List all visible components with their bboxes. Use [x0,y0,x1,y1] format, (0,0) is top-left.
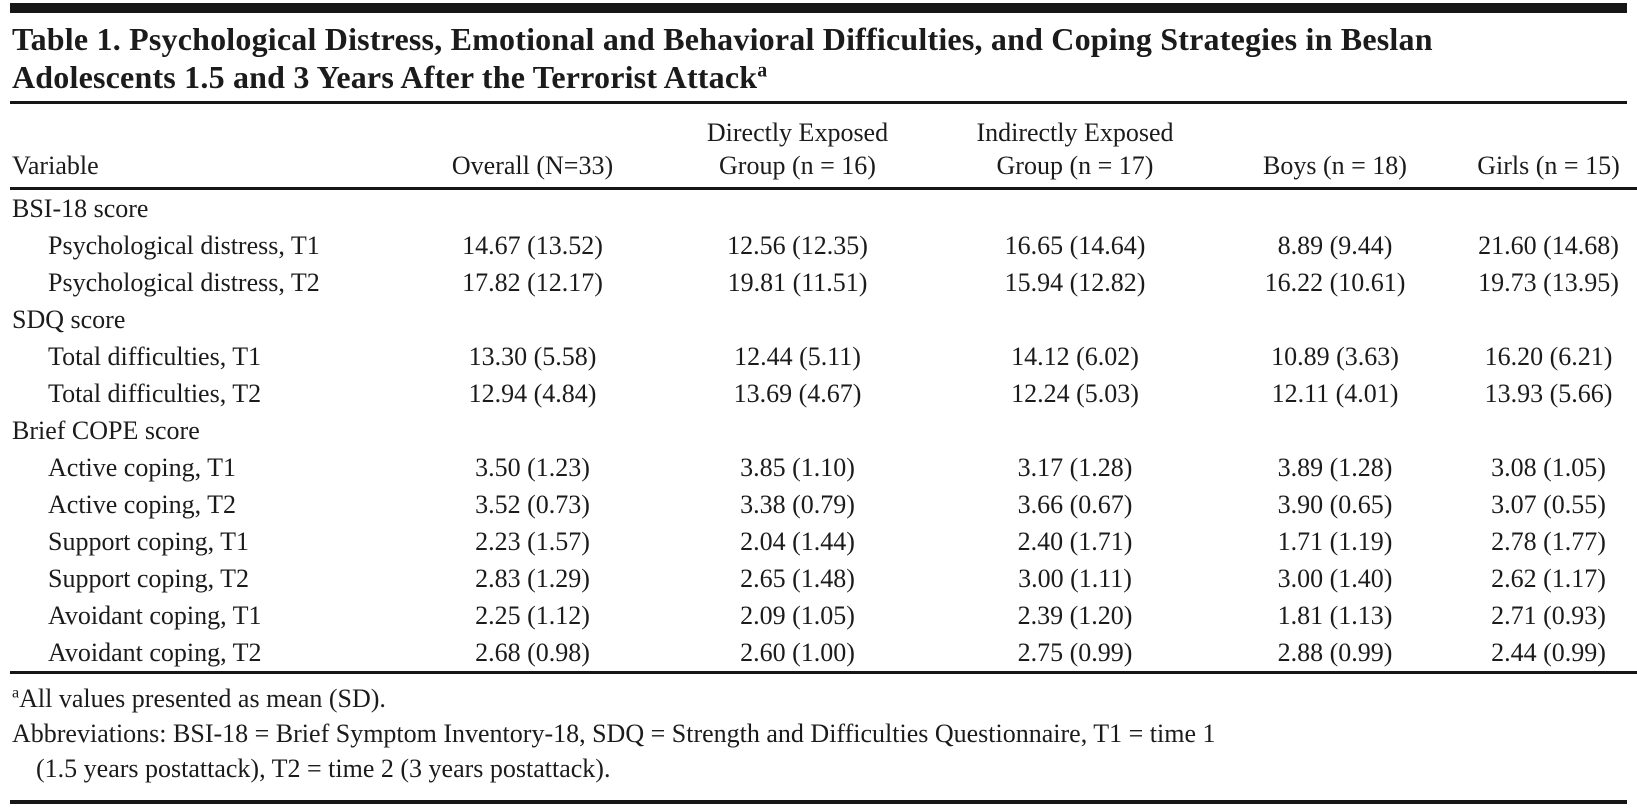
column-header-variable: Variable [10,104,400,190]
cell-value: 13.30 (5.58) [468,342,597,371]
table-row: Avoidant coping, T2 2.68 (0.98) 2.60 (1.00… [10,634,1637,674]
cell-value: 16.20 (6.21) [1484,342,1613,371]
cell-value: 2.39 (1.20) [1017,601,1133,630]
section-row: BSI-18 score [10,189,1637,228]
table-row: Psychological distress, T1 14.67 (13.52) 1… [10,227,1637,264]
cell-value: 2.83 (1.29) [475,564,590,593]
cell-value: 12.44 (5.11) [734,342,861,371]
row-label: Support coping, T1 [48,527,250,556]
table-row: Avoidant coping, T1 2.25 (1.12) 2.09 (1.05… [10,597,1637,634]
table-title-line1: Table 1. Psychological Distress, Emotion… [12,21,1433,57]
cell-value: 2.25 (1.12) [475,601,590,630]
table-row: Psychological distress, T2 17.82 (12.17) 1… [10,264,1637,301]
row-label: Psychological distress, T2 [48,268,320,297]
cell-value: 14.12 (6.02) [1011,342,1139,371]
cell-value: 3.08 (1.05) [1491,453,1606,482]
cell-value: 12.56 (12.35) [727,231,868,260]
cell-value: 3.50 (1.23) [475,453,590,482]
cell-value: 16.22 (10.61) [1264,268,1406,297]
cell-value: 3.07 (0.55) [1491,490,1606,519]
section-label: BSI-18 score [12,194,149,223]
row-label: Total difficulties, T1 [48,342,262,371]
column-header: Indirectly Exposed Group (n = 17) [930,104,1220,190]
cell-value: 8.89 (9.44) [1277,231,1393,260]
column-header: Directly Exposed Group (n = 16) [665,104,930,190]
cell-value: 10.89 (3.63) [1271,342,1399,371]
table-title: Table 1. Psychological Distress, Emotion… [10,13,1627,101]
table-title-line2-text: Adolescents 1.5 and 3 Years After the Te… [12,59,758,95]
table-row: Support coping, T2 2.83 (1.29) 2.65 (1.48)… [10,560,1637,597]
row-label: Support coping, T2 [48,564,250,593]
cell-value: 3.89 (1.28) [1277,453,1393,482]
cell-value: 2.78 (1.77) [1491,527,1606,556]
row-label: Active coping, T1 [48,453,236,482]
bottom-rule [10,800,1627,804]
table-row: Total difficulties, T2 12.94 (4.84) 13.69 … [10,375,1637,412]
row-label: Total difficulties, T2 [48,379,262,408]
title-footnote-marker: a [757,59,768,82]
cell-value: 12.94 (4.84) [468,379,597,408]
cell-value: 3.52 (0.73) [475,490,590,519]
cell-value: 13.93 (5.66) [1484,379,1613,408]
cell-value: 15.94 (12.82) [1004,268,1146,297]
footnote-a-marker: a [12,684,20,702]
column-header: Girls (n = 15) [1450,104,1637,190]
title-divider-rule [10,101,1627,104]
column-header: Boys (n = 18) [1220,104,1450,190]
cell-value: 12.11 (4.01) [1271,379,1399,408]
row-label: Avoidant coping, T2 [10,634,400,674]
cell-value: 2.44 (0.99) [1450,634,1637,674]
cell-value: 3.00 (1.40) [1277,564,1393,593]
cell-value: 3.17 (1.28) [1017,453,1133,482]
table-row: Support coping, T1 2.23 (1.57) 2.04 (1.44)… [10,523,1637,560]
cell-value: 3.38 (0.79) [740,490,855,519]
table-footnotes: aAll values presented as mean (SD). Abbr… [10,674,1627,786]
cell-value: 3.00 (1.11) [1018,564,1132,593]
top-rule [10,3,1627,13]
footnote-a: aAll values presented as mean (SD). [12,681,1625,716]
row-label: Avoidant coping, T1 [48,601,262,630]
column-header: Overall (N=33) [400,104,665,190]
cell-value: 2.88 (0.99) [1220,634,1450,674]
cell-value: 12.24 (5.03) [1011,379,1139,408]
table-row: Active coping, T2 3.52 (0.73) 3.38 (0.79) 3… [10,486,1637,523]
cell-value: 2.65 (1.48) [740,564,855,593]
data-table: Variable Overall (N=33) Directly Exposed G… [10,104,1637,674]
section-label: SDQ score [12,305,126,334]
cell-value: 3.90 (0.65) [1277,490,1393,519]
cell-value: 19.73 (13.95) [1478,268,1619,297]
cell-value: 2.40 (1.71) [1017,527,1133,556]
cell-value: 17.82 (12.17) [462,268,603,297]
cell-value: 2.23 (1.57) [475,527,590,556]
footnote-abbreviations-continued: (1.5 years postattack), T2 = time 2 (3 y… [36,754,611,783]
cell-value: 2.60 (1.00) [665,634,930,674]
row-label: Psychological distress, T1 [48,231,320,260]
cell-value: 1.81 (1.13) [1277,601,1393,630]
cell-value: 2.04 (1.44) [740,527,855,556]
section-row: Brief COPE score [10,412,1637,449]
cell-value: 2.09 (1.05) [740,601,855,630]
footnote-abbreviations: Abbreviations: BSI-18 = Brief Symptom In… [12,719,1216,748]
section-label: Brief COPE score [12,416,200,445]
cell-value: 3.66 (0.67) [1017,490,1133,519]
cell-value: 16.65 (14.64) [1004,231,1146,260]
cell-value: 3.85 (1.10) [740,453,855,482]
cell-value: 14.67 (13.52) [462,231,603,260]
cell-value: 2.68 (0.98) [400,634,665,674]
cell-value: 13.69 (4.67) [733,379,862,408]
footnote-a-text: All values presented as mean (SD). [19,684,386,713]
cell-value: 2.75 (0.99) [930,634,1220,674]
table-header-row: Variable Overall (N=33) Directly Exposed G… [10,104,1637,190]
row-label: Active coping, T2 [48,490,236,519]
cell-value: 19.81 (11.51) [727,268,868,297]
section-row: SDQ score [10,301,1637,338]
cell-value: 2.62 (1.17) [1491,564,1606,593]
cell-value: 1.71 (1.19) [1277,527,1393,556]
table-row: Total difficulties, T1 13.30 (5.58) 12.44 … [10,338,1637,375]
cell-value: 2.71 (0.93) [1491,601,1606,630]
cell-value: 21.60 (14.68) [1478,231,1619,260]
table-row: Active coping, T1 3.50 (1.23) 3.85 (1.10) 3… [10,449,1637,486]
table-title-line2: Adolescents 1.5 and 3 Years After the Te… [12,58,1625,96]
